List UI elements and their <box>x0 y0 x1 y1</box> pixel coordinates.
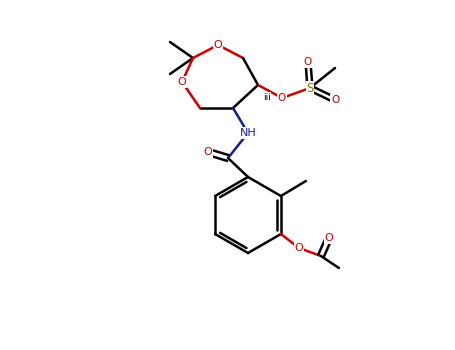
Text: NH: NH <box>240 128 256 138</box>
Text: O: O <box>204 147 212 157</box>
Text: O: O <box>331 95 339 105</box>
Text: O: O <box>177 77 187 87</box>
Text: iii: iii <box>263 92 271 102</box>
Text: S: S <box>306 82 313 95</box>
Text: O: O <box>214 40 222 50</box>
Text: O: O <box>324 233 333 243</box>
Text: O: O <box>304 57 312 67</box>
Text: O: O <box>278 93 286 103</box>
Text: O: O <box>294 243 303 253</box>
